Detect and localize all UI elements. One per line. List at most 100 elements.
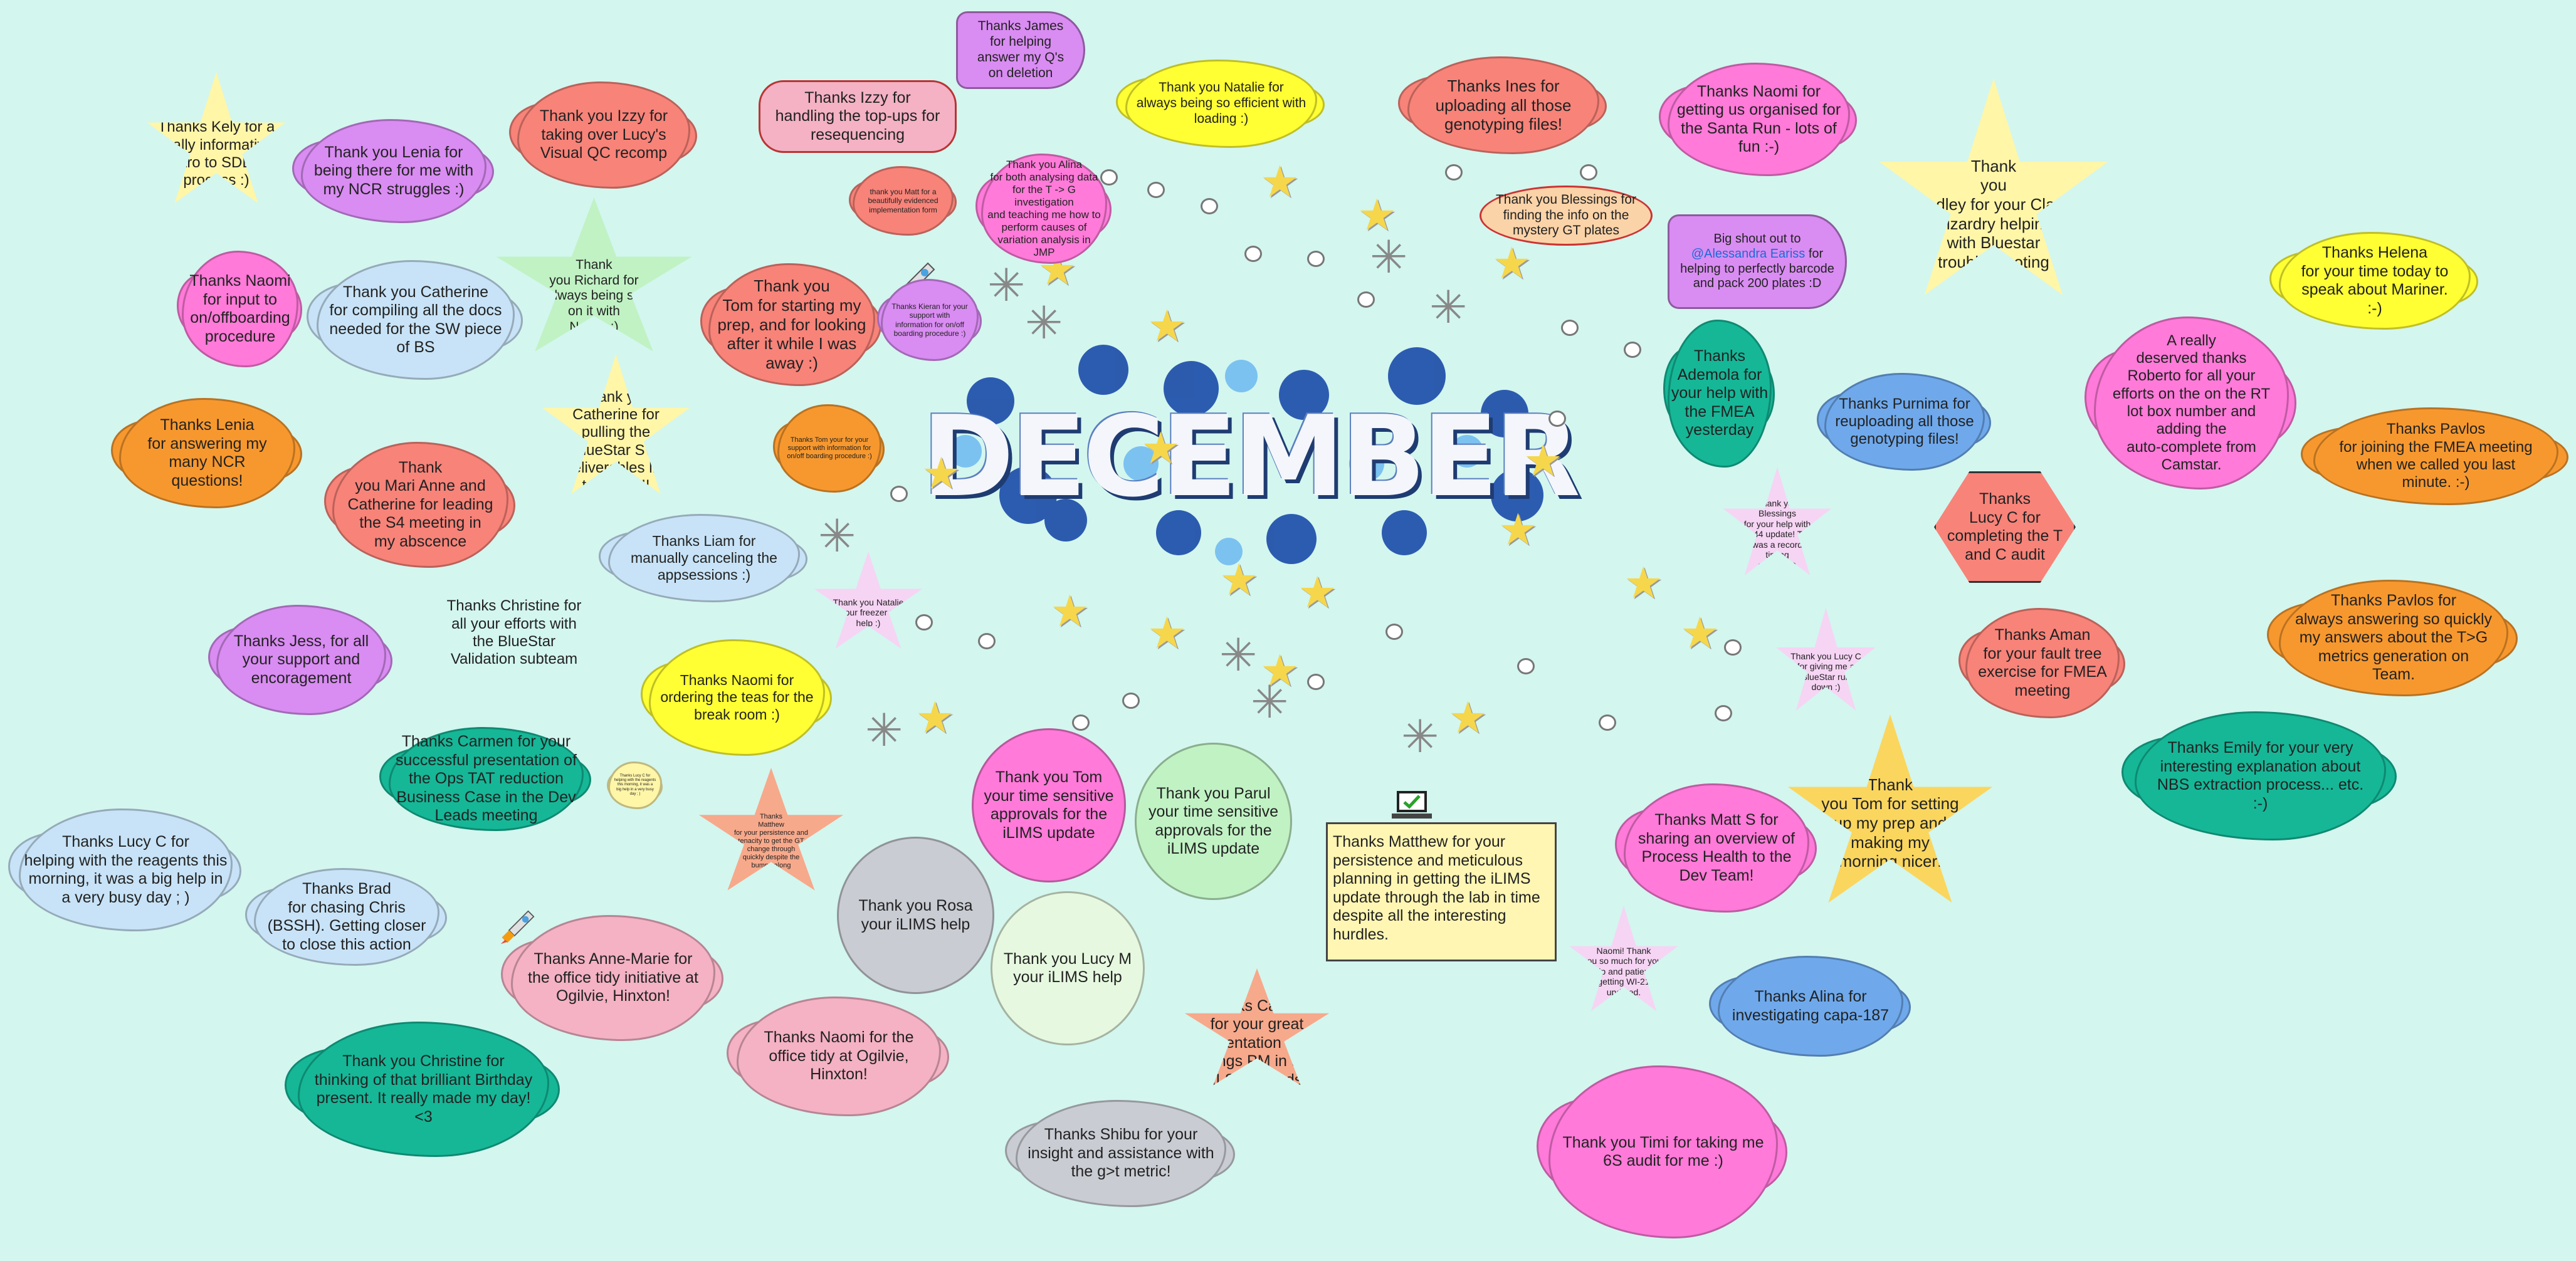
note-lucy-m[interactable]: Thank you Lucy M your iLIMS help: [991, 891, 1145, 1045]
snowflake-icon: ✳: [1429, 283, 1468, 333]
bubble-icon: [1517, 658, 1535, 674]
note-lenia-questions[interactable]: Thanks Lenia for answering my many NCR q…: [110, 398, 302, 508]
note-purnima[interactable]: Thanks Purnima for reuploading all those…: [1817, 373, 1991, 471]
snowflake-icon: ✳: [1401, 712, 1439, 762]
bubble-icon: [1357, 291, 1375, 308]
bubble-icon: [1445, 164, 1463, 181]
bubble-icon: [1147, 182, 1165, 198]
bubble-icon: [1724, 639, 1742, 656]
note-alessandra[interactable]: Big shout out to @Alessandra Eariss for h…: [1668, 214, 1847, 309]
laptop-check-icon: [1392, 788, 1432, 821]
note-mari-anne[interactable]: Thank you Mari Anne and Catherine for le…: [323, 442, 515, 568]
note-matt-s[interactable]: Thanks Matt S for sharing an overview of…: [1614, 783, 1817, 913]
note-izzy-qc[interactable]: Thank you Izzy for taking over Lucy's Vi…: [508, 81, 697, 189]
star-icon: ★: [1260, 646, 1300, 695]
snowflake-icon: ✳: [865, 706, 903, 756]
note-aman[interactable]: Thanks Aman for your fault tree exercise…: [1958, 608, 2125, 718]
december-banner: DECEMBER: [922, 342, 1580, 548]
star-icon: ★: [1219, 555, 1259, 604]
note-catherine-docs[interactable]: Thank you Catherine for compiling all th…: [307, 260, 523, 380]
bubble-icon: [1307, 674, 1325, 690]
star-icon: ★: [1680, 609, 1720, 657]
bubble-icon: [1548, 411, 1566, 427]
note-lucy-tiny[interactable]: Thanks Lucy C for helping with the reage…: [607, 761, 663, 809]
note-tom-small[interactable]: Thanks Tom your for your support with in…: [773, 404, 885, 493]
snowflake-icon: ✳: [1025, 298, 1063, 348]
star-icon: ★: [1141, 424, 1180, 473]
note-matt-small[interactable]: thank you Matt for a beautifully evidenc…: [848, 166, 957, 236]
bubble-icon: [890, 486, 908, 502]
note-carmen-ops[interactable]: Thanks Carmen for your successful presen…: [379, 727, 592, 831]
mention-link[interactable]: @Alessandra Eariss: [1691, 246, 1806, 261]
bubble-icon: [1201, 198, 1218, 214]
rocket-icon: [495, 906, 539, 950]
note-lucy-audit[interactable]: Thanks Lucy C for completing the T and C…: [1934, 471, 2076, 583]
note-christine-birthday[interactable]: Thank you Christine for thinking of that…: [285, 1022, 560, 1157]
bubble-icon: [915, 614, 933, 630]
note-pavlos-answers[interactable]: Thanks Pavlos for always answering so qu…: [2267, 580, 2518, 696]
star-icon: ★: [922, 449, 961, 498]
bubble-icon: [1072, 714, 1090, 731]
note-helena[interactable]: Thanks Helena for your time today to spe…: [2269, 232, 2478, 330]
note-liam[interactable]: Thanks Liam for manually canceling the a…: [599, 514, 807, 602]
star-icon: ★: [1448, 693, 1488, 742]
note-tom-prep[interactable]: Thank you Tom for starting my prep, and …: [700, 263, 881, 386]
note-emily[interactable]: Thanks Emily for your very interesting e…: [2121, 711, 2397, 840]
note-pavlos-fmea[interactable]: Thanks Pavlos for joining the FMEA meeti…: [2300, 407, 2569, 505]
note-matthew-box[interactable]: Thanks Matthew for your persistence and …: [1326, 822, 1557, 961]
note-tom-ilims[interactable]: Thank you Tom your time sensitive approv…: [972, 728, 1126, 882]
bubble-icon: [1580, 164, 1597, 181]
bubble-icon: [1561, 320, 1579, 336]
bubble-icon: [1599, 714, 1616, 731]
snowflake-icon: ✳: [1219, 630, 1258, 681]
note-lenia-ncr[interactable]: Thank you Lenia for being there for me w…: [292, 119, 494, 223]
star-icon: ★: [1050, 587, 1090, 636]
note-james[interactable]: Thanks James for helping answer my Q's o…: [956, 11, 1085, 89]
snowflake-decor-icon: [967, 345, 1543, 564]
note-alina-capa[interactable]: Thanks Alina for investigating capa-187: [1708, 956, 1911, 1057]
star-icon: ★: [1523, 436, 1563, 485]
note-rosa[interactable]: Thank you Rosa your iLIMS help: [837, 837, 994, 994]
note-izzy-topups[interactable]: Thanks Izzy for handling the top-ups for…: [759, 80, 957, 153]
note-naomi-teas[interactable]: Thanks Naomi for ordering the teas for t…: [640, 639, 832, 756]
star-icon: ★: [1498, 505, 1538, 554]
note-blessings-gt[interactable]: Thank you Blessings for finding the info…: [1480, 186, 1653, 246]
note-naomi-santa[interactable]: Thanks Naomi for getting us organised fo…: [1658, 63, 1858, 176]
note-natalie-loading[interactable]: Thank you Natalie for always being so ef…: [1116, 60, 1325, 148]
note-lucy-reagents[interactable]: Thanks Lucy C for helping with the reage…: [8, 808, 241, 931]
star-icon: ★: [1298, 568, 1337, 617]
note-ademola[interactable]: Thanks Ademola for your help with the FM…: [1663, 320, 1775, 468]
bubble-icon: [1715, 705, 1732, 721]
bubble-icon: [1624, 342, 1641, 358]
star-icon: ★: [1357, 191, 1397, 239]
note-alina-analysis[interactable]: Thank you Alina for both analysing data …: [975, 154, 1112, 264]
board-title: DECEMBER: [922, 392, 1580, 521]
snowflake-icon: ✳: [818, 511, 856, 562]
note-jess[interactable]: Thanks Jess, for all your support and en…: [208, 605, 393, 715]
note-anne-marie[interactable]: Thanks Anne-Marie for the office tidy in…: [500, 915, 723, 1041]
star-icon: ★: [1624, 558, 1663, 607]
bubble-icon: [1100, 169, 1118, 186]
note-timi[interactable]: Thank you Timi for taking me 6S audit fo…: [1537, 1065, 1787, 1238]
note-naomi-offboarding[interactable]: Thanks Naomi for input to on/offboarding…: [177, 251, 302, 367]
star-icon: ★: [1492, 239, 1532, 288]
note-shibu[interactable]: Thanks Shibu for your insight and assist…: [1005, 1100, 1235, 1207]
note-parul[interactable]: Thank you Parul your time sensitive appr…: [1135, 743, 1292, 900]
snowflake-icon: ✳: [987, 261, 1026, 311]
snowflake-icon: ✳: [1370, 233, 1408, 283]
note-ines[interactable]: Thanks Ines for uploading all those geno…: [1398, 56, 1607, 154]
note-kieran[interactable]: Thanks Kieran for your support with info…: [877, 279, 982, 361]
bubble-icon: [1385, 624, 1403, 640]
note-brad[interactable]: Thanks Brad for chasing Chris (BSSH). Ge…: [244, 868, 447, 966]
note-naomi-tidy[interactable]: Thanks Naomi for the office tidy at Ogil…: [726, 997, 949, 1116]
note-roberto[interactable]: A really deserved thanks Roberto for all…: [2084, 317, 2297, 489]
star-icon: ★: [915, 693, 955, 742]
bubble-icon: [1244, 246, 1262, 262]
bubble-icon: [978, 633, 996, 649]
note-christine-bluestar[interactable]: Thanks Christine for all your efforts wi…: [439, 595, 589, 671]
bubble-icon: [1122, 693, 1140, 709]
snowflake-icon: ✳: [1251, 678, 1289, 728]
bubble-icon: [1307, 251, 1325, 267]
